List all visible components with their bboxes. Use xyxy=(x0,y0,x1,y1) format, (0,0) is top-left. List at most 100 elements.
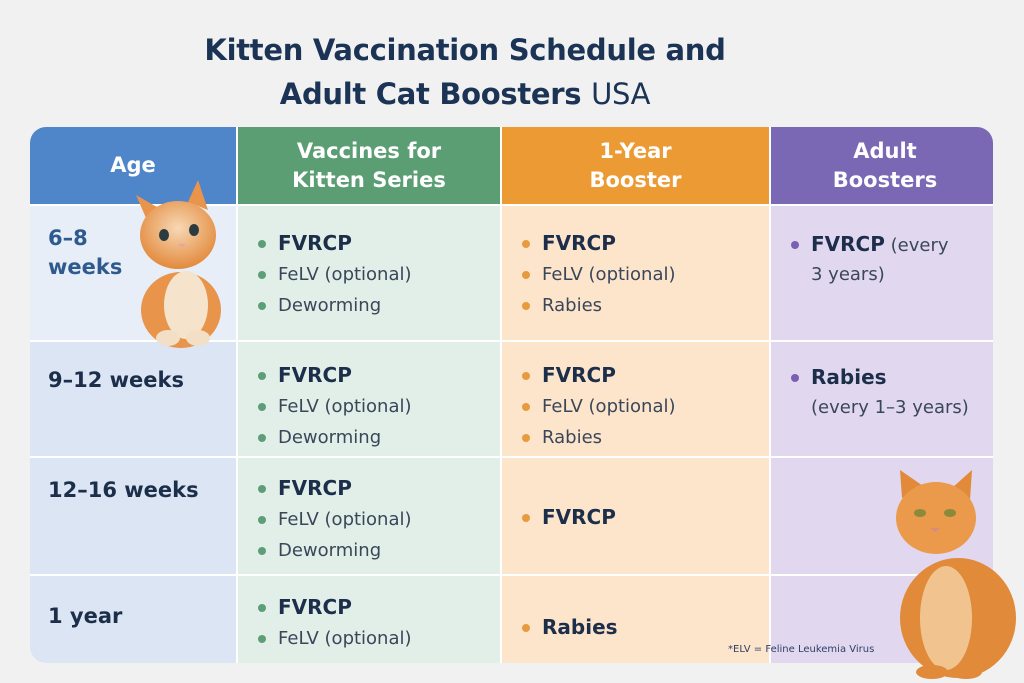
row-3-kitten: FVRCP FeLV (optional) Deworming xyxy=(238,458,500,574)
vaccine-name: FVRCP xyxy=(278,363,352,387)
list-item: FVRCP xyxy=(520,502,753,533)
list-item: Rabies (every 1–3 years) xyxy=(789,363,983,422)
bullet-icon xyxy=(258,371,266,380)
row-3-age: 12–16 weeks xyxy=(30,458,236,574)
list-item: FVRCP xyxy=(256,360,484,391)
list-item: Deworming xyxy=(256,422,484,453)
vaccine-name: FeLV (optional) xyxy=(278,396,412,417)
list-item: Rabies xyxy=(520,612,753,643)
list-item: FVRCP (every 3 years) xyxy=(789,230,983,289)
frequency-note: (every 1–3 years) xyxy=(811,397,969,418)
page-title: Kitten Vaccination Schedule and Adult Ca… xyxy=(0,28,930,116)
list-item: FVRCP xyxy=(256,592,484,623)
list-item: Deworming xyxy=(256,535,484,566)
list-item: FeLV (optional) xyxy=(256,259,484,290)
adult-cat-image xyxy=(896,470,1016,679)
bullet-icon xyxy=(258,634,266,643)
bullet-icon xyxy=(522,623,530,632)
header-adult-line1: Adult xyxy=(853,138,917,163)
age-6-8-weeks: 6–8 weeks xyxy=(48,224,220,282)
list-item: Deworming xyxy=(256,290,484,321)
vaccine-name: Rabies xyxy=(542,295,603,316)
bullet-icon xyxy=(522,371,530,380)
vaccine-name: FVRCP xyxy=(542,363,616,387)
vaccine-name: FVRCP xyxy=(811,232,885,256)
row-4-kitten: FVRCP FeLV (optional) xyxy=(238,576,500,663)
row-2-adult: Rabies (every 1–3 years) xyxy=(771,342,993,456)
vaccine-name: FVRCP xyxy=(542,505,616,529)
title-bold-part: Adult Cat Boosters xyxy=(279,77,582,111)
row-1-adult: FVRCP (every 3 years) xyxy=(771,206,993,340)
vaccine-name: Deworming xyxy=(278,427,382,448)
age-9-12-weeks: 9–12 weeks xyxy=(48,368,184,392)
list-item: FeLV (optional) xyxy=(256,504,484,535)
vaccine-name: FeLV (optional) xyxy=(278,264,412,285)
list-item: FVRCP xyxy=(256,228,484,259)
list-item: FVRCP xyxy=(256,473,484,504)
bullet-icon xyxy=(791,241,799,249)
row-2-age: 9–12 weeks xyxy=(30,342,236,456)
vaccine-name: Rabies xyxy=(811,365,887,389)
header-one-year-booster: 1-Year Booster xyxy=(502,127,769,204)
vaccine-name: FeLV (optional) xyxy=(278,509,412,530)
header-one-year-line2: Booster xyxy=(589,167,682,192)
age-12-16-weeks: 12–16 weeks xyxy=(48,478,199,502)
bullet-icon xyxy=(258,603,266,612)
list-item: FeLV (optional) xyxy=(256,391,484,422)
bullet-icon xyxy=(258,515,266,524)
vaccine-name: FeLV (optional) xyxy=(542,396,676,417)
bullet-icon xyxy=(791,374,799,382)
frequency-note: 3 years) xyxy=(811,264,885,285)
vaccine-name: FeLV (optional) xyxy=(542,264,676,285)
header-one-year-line1: 1-Year xyxy=(599,138,672,163)
header-adult-boosters: Adult Boosters xyxy=(771,127,993,204)
bullet-icon xyxy=(522,433,530,442)
bullet-icon xyxy=(258,270,266,279)
vaccine-name: Rabies xyxy=(542,615,618,639)
vaccine-name: Deworming xyxy=(278,295,382,316)
bullet-icon xyxy=(258,301,266,310)
bullet-icon xyxy=(258,402,266,411)
row-4-age: 1 year xyxy=(30,576,236,663)
vaccine-name: FVRCP xyxy=(278,231,352,255)
row-2-kitten: FVRCP FeLV (optional) Deworming xyxy=(238,342,500,456)
age-1-year: 1 year xyxy=(48,604,123,628)
header-adult-line2: Boosters xyxy=(832,167,938,192)
list-item: Rabies xyxy=(520,422,753,453)
vaccine-name: FVRCP xyxy=(278,595,352,619)
bullet-icon xyxy=(258,484,266,493)
row-1-kitten: FVRCP FeLV (optional) Deworming xyxy=(238,206,500,340)
header-age-label: Age xyxy=(110,153,156,177)
frequency-note: (every xyxy=(890,235,949,256)
age-line1: 6–8 xyxy=(48,226,88,250)
vaccine-name: Deworming xyxy=(278,540,382,561)
bullet-icon xyxy=(258,433,266,442)
bullet-icon xyxy=(522,513,530,522)
vaccine-name: FeLV (optional) xyxy=(278,628,412,649)
row-1-one-year: FVRCP FeLV (optional) Rabies xyxy=(502,206,769,340)
header-kitten-line1: Vaccines for xyxy=(296,138,442,163)
vaccine-name: FVRCP xyxy=(542,231,616,255)
age-line2: weeks xyxy=(48,255,123,279)
row-4-one-year: Rabies xyxy=(502,576,769,663)
list-item: Rabies xyxy=(520,290,753,321)
list-item: FeLV (optional) xyxy=(520,391,753,422)
bullet-icon xyxy=(522,270,530,279)
header-kitten-line2: Kitten Series xyxy=(292,167,446,192)
kitten-image xyxy=(136,180,221,348)
bullet-icon xyxy=(522,239,530,248)
list-item: FeLV (optional) xyxy=(520,259,753,290)
bullet-icon xyxy=(522,301,530,310)
title-country: USA xyxy=(591,77,651,111)
header-kitten-series: Vaccines for Kitten Series xyxy=(238,127,500,204)
bullet-icon xyxy=(258,546,266,555)
title-line-2: Adult Cat Boosters USA xyxy=(0,72,930,116)
vaccine-name: FVRCP xyxy=(278,476,352,500)
bullet-icon xyxy=(258,239,266,248)
list-item: FeLV (optional) xyxy=(256,623,484,654)
bullet-icon xyxy=(522,402,530,411)
list-item: FVRCP xyxy=(520,360,753,391)
row-2-one-year: FVRCP FeLV (optional) Rabies xyxy=(502,342,769,456)
title-line-1: Kitten Vaccination Schedule and xyxy=(204,33,726,67)
list-item: FVRCP xyxy=(520,228,753,259)
